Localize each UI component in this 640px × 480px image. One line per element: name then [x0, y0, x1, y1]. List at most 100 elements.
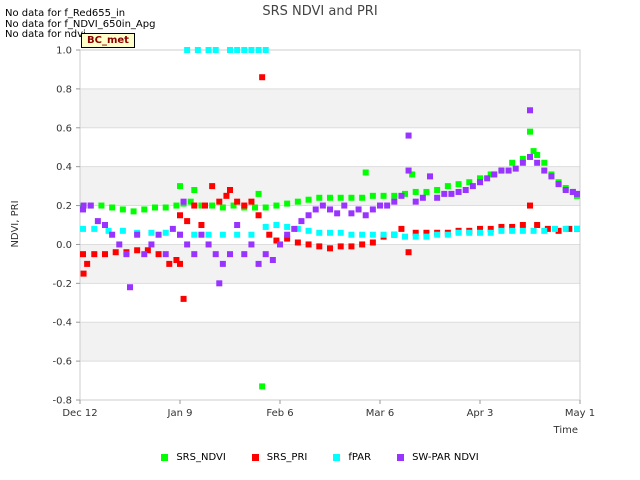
point-fpar: [284, 223, 291, 230]
point-srs-pri: [80, 251, 86, 258]
y-tick-label: 0.0: [56, 240, 72, 251]
point-sw-par-ndvi: [102, 222, 108, 228]
nodata-message-1: No data for f_Red655_in: [5, 8, 126, 19]
point-srs-ndvi: [305, 196, 312, 203]
point-sw-par-ndvi: [241, 251, 248, 258]
point-sw-par-ndvi: [505, 167, 512, 174]
point-sw-par-ndvi: [169, 225, 176, 232]
point-srs-pri: [359, 241, 366, 248]
legend-label-fpar: fPAR: [348, 452, 372, 463]
point-sw-par-ndvi: [334, 210, 341, 217]
y-axis-label: NDVI, PRI: [10, 200, 21, 247]
point-fpar: [487, 229, 494, 236]
point-fpar: [412, 233, 419, 240]
point-fpar: [91, 225, 98, 232]
point-srs-pri: [316, 243, 323, 250]
point-fpar: [423, 233, 430, 240]
point-fpar: [391, 231, 398, 238]
point-srs-pri: [348, 243, 355, 250]
point-srs-ndvi: [191, 187, 198, 193]
point-srs-ndvi: [230, 202, 237, 209]
y-tick-label: -0.4: [52, 318, 72, 329]
point-sw-par-ndvi: [519, 159, 526, 166]
point-srs-pri: [248, 198, 255, 205]
point-fpar: [466, 229, 473, 236]
point-sw-par-ndvi: [162, 251, 169, 258]
y-tick-label: -0.2: [52, 279, 72, 290]
point-fpar: [234, 231, 241, 238]
point-fpar: [541, 227, 548, 234]
point-srs-pri: [327, 245, 333, 252]
point-sw-par-ndvi: [184, 241, 191, 248]
y-tick-label: 0.2: [56, 201, 72, 212]
point-sw-par-ndvi: [148, 241, 155, 248]
point-fpar: [444, 231, 451, 238]
y-tick-label: 1.0: [56, 46, 72, 57]
plot-band: [80, 50, 580, 89]
point-sw-par-ndvi: [312, 206, 319, 213]
point-sw-par-ndvi: [477, 179, 483, 186]
point-fpar: [184, 47, 191, 53]
point-sw-par-ndvi: [562, 187, 569, 193]
point-srs-ndvi: [541, 159, 548, 166]
point-srs-ndvi: [487, 171, 494, 178]
point-srs-ndvi: [198, 202, 205, 209]
point-fpar: [562, 225, 569, 232]
point-sw-par-ndvi: [348, 210, 355, 217]
point-srs-pri: [337, 243, 344, 250]
point-fpar: [380, 231, 387, 238]
point-srs-ndvi: [434, 187, 441, 193]
point-sw-par-ndvi: [255, 260, 262, 267]
point-sw-par-ndvi: [177, 231, 183, 238]
legend-label-srs-ndvi: SRS_NDVI: [176, 452, 226, 463]
point-srs-pri: [223, 192, 230, 199]
point-srs-pri: [255, 212, 262, 219]
point-srs-pri: [398, 225, 405, 232]
y-tick-label: -0.8: [52, 396, 72, 407]
point-sw-par-ndvi: [248, 241, 255, 248]
point-fpar: [80, 225, 86, 232]
point-sw-par-ndvi: [219, 260, 226, 267]
point-srs-pri: [180, 295, 187, 302]
point-srs-ndvi: [409, 171, 416, 178]
point-srs-pri: [305, 241, 312, 248]
point-srs-pri: [294, 239, 301, 246]
legend-item-sw-par-ndvi: SW-PAR NDVI: [397, 452, 479, 463]
point-sw-par-ndvi: [198, 231, 205, 238]
point-fpar: [498, 227, 505, 234]
point-fpar: [316, 229, 323, 236]
point-sw-par-ndvi: [405, 132, 412, 139]
point-srs-pri: [527, 202, 533, 209]
point-fpar: [105, 227, 112, 234]
point-sw-par-ndvi: [555, 181, 562, 188]
point-sw-par-ndvi: [262, 251, 269, 258]
x-tick-label: Dec 12: [62, 408, 97, 419]
point-srs-pri: [412, 229, 419, 236]
point-srs-ndvi: [444, 183, 451, 190]
point-sw-par-ndvi: [498, 167, 505, 174]
point-sw-par-ndvi: [123, 251, 130, 258]
point-sw-par-ndvi: [369, 206, 376, 213]
point-fpar: [402, 233, 408, 240]
point-sw-par-ndvi: [405, 167, 412, 174]
point-sw-par-ndvi: [412, 198, 419, 205]
point-sw-par-ndvi: [80, 206, 86, 213]
plot-band: [80, 361, 580, 400]
point-sw-par-ndvi: [191, 251, 198, 258]
point-srs-ndvi: [423, 188, 430, 195]
point-srs-pri: [259, 74, 266, 81]
point-srs-ndvi: [173, 202, 180, 209]
point-srs-ndvi: [255, 190, 262, 197]
point-srs-pri: [369, 239, 376, 246]
point-fpar: [509, 227, 516, 234]
y-tick-label: 0.6: [56, 123, 72, 134]
point-srs-ndvi: [477, 175, 483, 182]
point-srs-ndvi: [466, 179, 473, 186]
point-sw-par-ndvi: [94, 218, 101, 225]
point-fpar: [255, 47, 262, 53]
point-sw-par-ndvi: [269, 257, 276, 263]
point-fpar: [530, 227, 537, 234]
point-srs-ndvi: [209, 202, 216, 209]
point-srs-pri: [209, 183, 216, 190]
